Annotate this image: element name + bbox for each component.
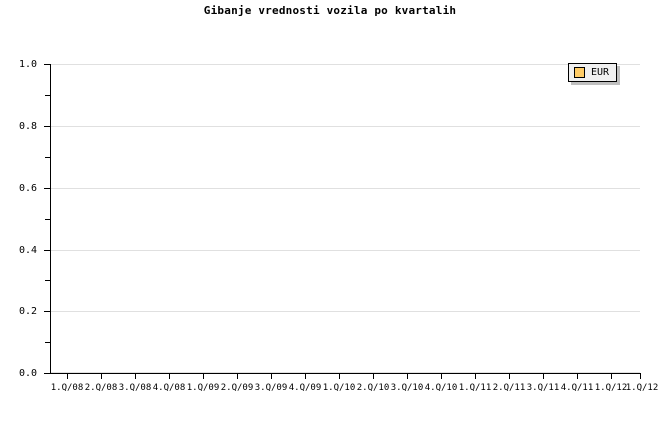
- x-axis-label-7: 4.Q/09: [288, 383, 322, 393]
- x-axis-label-16: 1.Q/12: [594, 383, 628, 393]
- x-tick-4: [203, 374, 204, 379]
- x-axis-label-15: 4.Q/11: [560, 383, 594, 393]
- x-axis-label-9: 2.Q/10: [356, 383, 390, 393]
- x-axis-label-5: 2.Q/09: [220, 383, 254, 393]
- y-tick-minor-0-3: [45, 280, 50, 281]
- x-tick-9: [373, 374, 374, 379]
- y-axis-label-0-4: 0.4: [18, 245, 37, 256]
- gridline-0-6: [50, 188, 640, 189]
- x-tick-12: [475, 374, 476, 379]
- plot-area: [50, 64, 640, 373]
- x-axis-label-0: 1.Q/08: [50, 383, 84, 393]
- y-tick-0-8: [44, 126, 50, 127]
- x-axis-label-17: 1.Q/12: [625, 383, 659, 393]
- chart-title: Gibanje vrednosti vozila po kvartalih: [203, 4, 457, 17]
- legend-label-eur: EUR: [591, 67, 610, 78]
- y-tick-1-0: [44, 64, 50, 65]
- x-axis-label-4: 1.Q/09: [186, 383, 220, 393]
- chart-legend[interactable]: EUR: [568, 63, 618, 82]
- y-tick-0-6: [44, 188, 50, 189]
- x-axis-label-2: 3.Q/08: [118, 383, 152, 393]
- x-axis-label-3: 4.Q/08: [152, 383, 186, 393]
- y-axis-label-0-0: 0.0: [18, 368, 37, 379]
- x-tick-6: [271, 374, 272, 379]
- x-tick-3: [169, 374, 170, 379]
- x-axis-line: [50, 373, 641, 374]
- x-tick-7: [305, 374, 306, 379]
- gridline-0-0: [50, 372, 640, 373]
- y-tick-0-0: [44, 373, 50, 374]
- x-tick-1: [101, 374, 102, 379]
- x-tick-15: [577, 374, 578, 379]
- y-axis-label-0-8: 0.8: [18, 121, 37, 132]
- x-tick-8: [339, 374, 340, 379]
- y-tick-0-4: [44, 250, 50, 251]
- x-axis-label-8: 1.Q/10: [322, 383, 356, 393]
- x-tick-13: [509, 374, 510, 379]
- y-axis-label-0-2: 0.2: [18, 306, 37, 317]
- x-axis-label-13: 2.Q/11: [492, 383, 526, 393]
- x-tick-10: [407, 374, 408, 379]
- x-tick-17: [640, 374, 641, 379]
- x-axis-label-14: 3.Q/11: [526, 383, 560, 393]
- y-tick-0-2: [44, 311, 50, 312]
- legend-swatch-eur-icon: [574, 67, 585, 78]
- y-axis-label-0-6: 0.6: [18, 183, 37, 194]
- x-axis-label-12: 1.Q/11: [458, 383, 492, 393]
- x-axis-label-11: 4.Q/10: [424, 383, 458, 393]
- gridline-1-0: [50, 64, 640, 65]
- gridline-0-4: [50, 250, 640, 251]
- y-axis-line: [50, 64, 51, 374]
- x-tick-5: [237, 374, 238, 379]
- y-tick-minor-0-5: [45, 219, 50, 220]
- x-axis-label-10: 3.Q/10: [390, 383, 424, 393]
- y-tick-minor-0-9: [45, 95, 50, 96]
- y-axis-label-1-0: 1.0: [18, 59, 37, 70]
- gridline-0-8: [50, 126, 640, 127]
- y-tick-minor-0-1: [45, 342, 50, 343]
- x-tick-14: [543, 374, 544, 379]
- x-tick-0: [67, 374, 68, 379]
- x-axis-label-6: 3.Q/09: [254, 383, 288, 393]
- x-tick-11: [441, 374, 442, 379]
- x-tick-16: [611, 374, 612, 379]
- gridline-0-2: [50, 311, 640, 312]
- x-axis-label-1: 2.Q/08: [84, 383, 118, 393]
- x-tick-2: [135, 374, 136, 379]
- y-tick-minor-0-7: [45, 157, 50, 158]
